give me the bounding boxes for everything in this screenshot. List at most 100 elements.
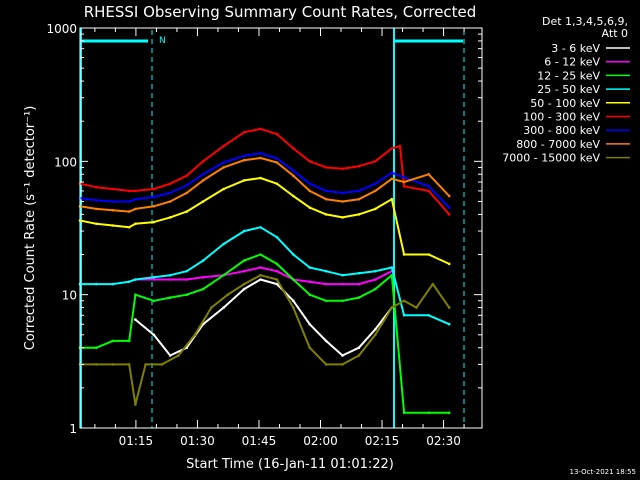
y-tick-label: 1 (69, 422, 77, 436)
data-point-7000-15000-kev (275, 278, 279, 281)
data-point-25-50-kev (390, 266, 394, 269)
data-point-300-800-kev (427, 185, 431, 188)
data-point-3-6-kev (134, 318, 137, 321)
data-point-50-100-kev (185, 210, 188, 213)
data-point-25-50-kev (374, 269, 377, 273)
data-point-800-7000-kev (390, 177, 394, 181)
data-point-50-100-kev (242, 179, 246, 182)
data-point-100-300-kev (95, 185, 98, 189)
data-point-12-25-kev (374, 287, 377, 291)
data-point-25-50-kev (127, 280, 131, 284)
data-point-25-50-kev (324, 269, 328, 273)
data-point-12-25-kev (185, 293, 188, 297)
series-line-6-12-kev (135, 266, 393, 286)
data-point-300-800-kev (134, 197, 137, 201)
data-point-300-800-kev (292, 169, 295, 172)
chart-title: RHESSI Observing Summary Count Rates, Co… (84, 3, 477, 21)
data-point-25-50-kev (152, 276, 156, 279)
x-tick-label: 02:15 (365, 434, 400, 448)
data-point-7000-15000-kev (144, 363, 147, 366)
data-point-100-300-kev (292, 147, 295, 150)
data-point-100-300-kev (168, 182, 172, 185)
data-point-800-7000-kev (201, 179, 205, 182)
plot-area: N (78, 28, 465, 428)
data-point-50-100-kev (357, 213, 361, 216)
data-point-3-6-kev (357, 346, 361, 350)
data-point-7000-15000-kev (127, 363, 131, 366)
data-point-300-800-kev (275, 157, 279, 160)
data-point-7000-15000-kev (111, 363, 115, 366)
y-tick-label: 1000 (46, 22, 77, 36)
data-point-300-800-kev (95, 199, 98, 202)
data-point-6-12-kev (275, 269, 279, 273)
data-point-50-100-kev (374, 207, 377, 211)
data-point-25-50-kev (275, 235, 279, 239)
data-point-12-25-kev (275, 262, 279, 266)
data-point-800-7000-kev (111, 208, 115, 212)
data-point-50-100-kev (275, 182, 279, 185)
data-point-3-6-kev (308, 322, 312, 326)
data-point-25-50-kev (185, 269, 188, 273)
data-point-6-12-kev (374, 278, 377, 281)
data-point-12-25-kev (95, 346, 98, 350)
data-point-300-800-kev (357, 189, 361, 193)
data-point-25-50-kev (402, 314, 406, 317)
data-point-300-800-kev (111, 200, 115, 203)
data-point-6-12-kev (341, 282, 344, 286)
data-point-7000-15000-kev (308, 346, 312, 350)
data-point-7000-15000-kev (210, 306, 213, 309)
data-point-50-100-kev (324, 213, 328, 216)
data-point-100-300-kev (134, 189, 137, 193)
data-point-50-100-kev (427, 253, 431, 256)
data-point-100-300-kev (390, 147, 394, 150)
data-point-800-7000-kev (134, 207, 137, 211)
data-point-300-800-kev (201, 173, 205, 176)
data-point-800-7000-kev (242, 158, 246, 162)
y-axis: 1 10 100 1000 (46, 22, 482, 436)
data-point-7000-15000-kev (357, 354, 361, 357)
data-point-7000-15000-kev (226, 293, 229, 297)
data-point-800-7000-kev (95, 207, 98, 211)
data-point-7000-15000-kev (242, 282, 246, 286)
data-point-12-25-kev (308, 293, 312, 297)
data-point-7000-15000-kev (415, 306, 418, 309)
data-point-50-100-kev (201, 200, 205, 203)
data-point-7000-15000-kev (447, 306, 451, 309)
data-point-100-300-kev (427, 189, 431, 193)
legend-label: 7000 - 15000 keV (502, 152, 600, 165)
data-point-100-300-kev (447, 213, 451, 216)
state-bar-right (393, 28, 395, 428)
data-point-3-6-kev (275, 282, 279, 286)
data-point-3-6-kev (168, 354, 172, 357)
data-point-300-800-kev (402, 175, 406, 179)
data-point-25-50-kev (95, 282, 98, 286)
data-point-800-7000-kev (308, 189, 312, 193)
data-point-25-50-kev (201, 259, 205, 262)
data-point-7000-15000-kev (177, 354, 180, 357)
data-point-12-25-kev (242, 259, 246, 262)
data-point-12-25-kev (168, 296, 172, 299)
legend-label: 50 - 100 keV (530, 97, 600, 110)
data-point-50-100-kev (341, 216, 344, 219)
data-point-50-100-kev (222, 187, 225, 191)
x-tick-label: 02:00 (303, 434, 338, 448)
data-point-100-300-kev (185, 174, 188, 177)
data-point-50-100-kev (152, 220, 156, 224)
data-point-12-25-kev (292, 278, 295, 281)
legend-label: 800 - 7000 keV (516, 138, 600, 151)
x-tick-label: 01:45 (242, 434, 277, 448)
data-point-50-100-kev (127, 226, 131, 229)
data-point-7000-15000-kev (134, 403, 137, 406)
legend-label: 3 - 6 keV (551, 42, 600, 55)
data-point-300-800-kev (168, 191, 172, 195)
state-bar-left (80, 28, 82, 428)
data-point-12-25-kev (111, 339, 115, 343)
data-point-25-50-kev (447, 322, 451, 326)
legend-label: 300 - 800 keV (523, 124, 600, 137)
legend-title-line-2: Att 0 (602, 27, 628, 40)
data-point-12-25-kev (222, 273, 225, 277)
data-point-7000-15000-kev (324, 363, 328, 366)
timestamp: 13-Oct-2021 18:55 (570, 468, 636, 476)
